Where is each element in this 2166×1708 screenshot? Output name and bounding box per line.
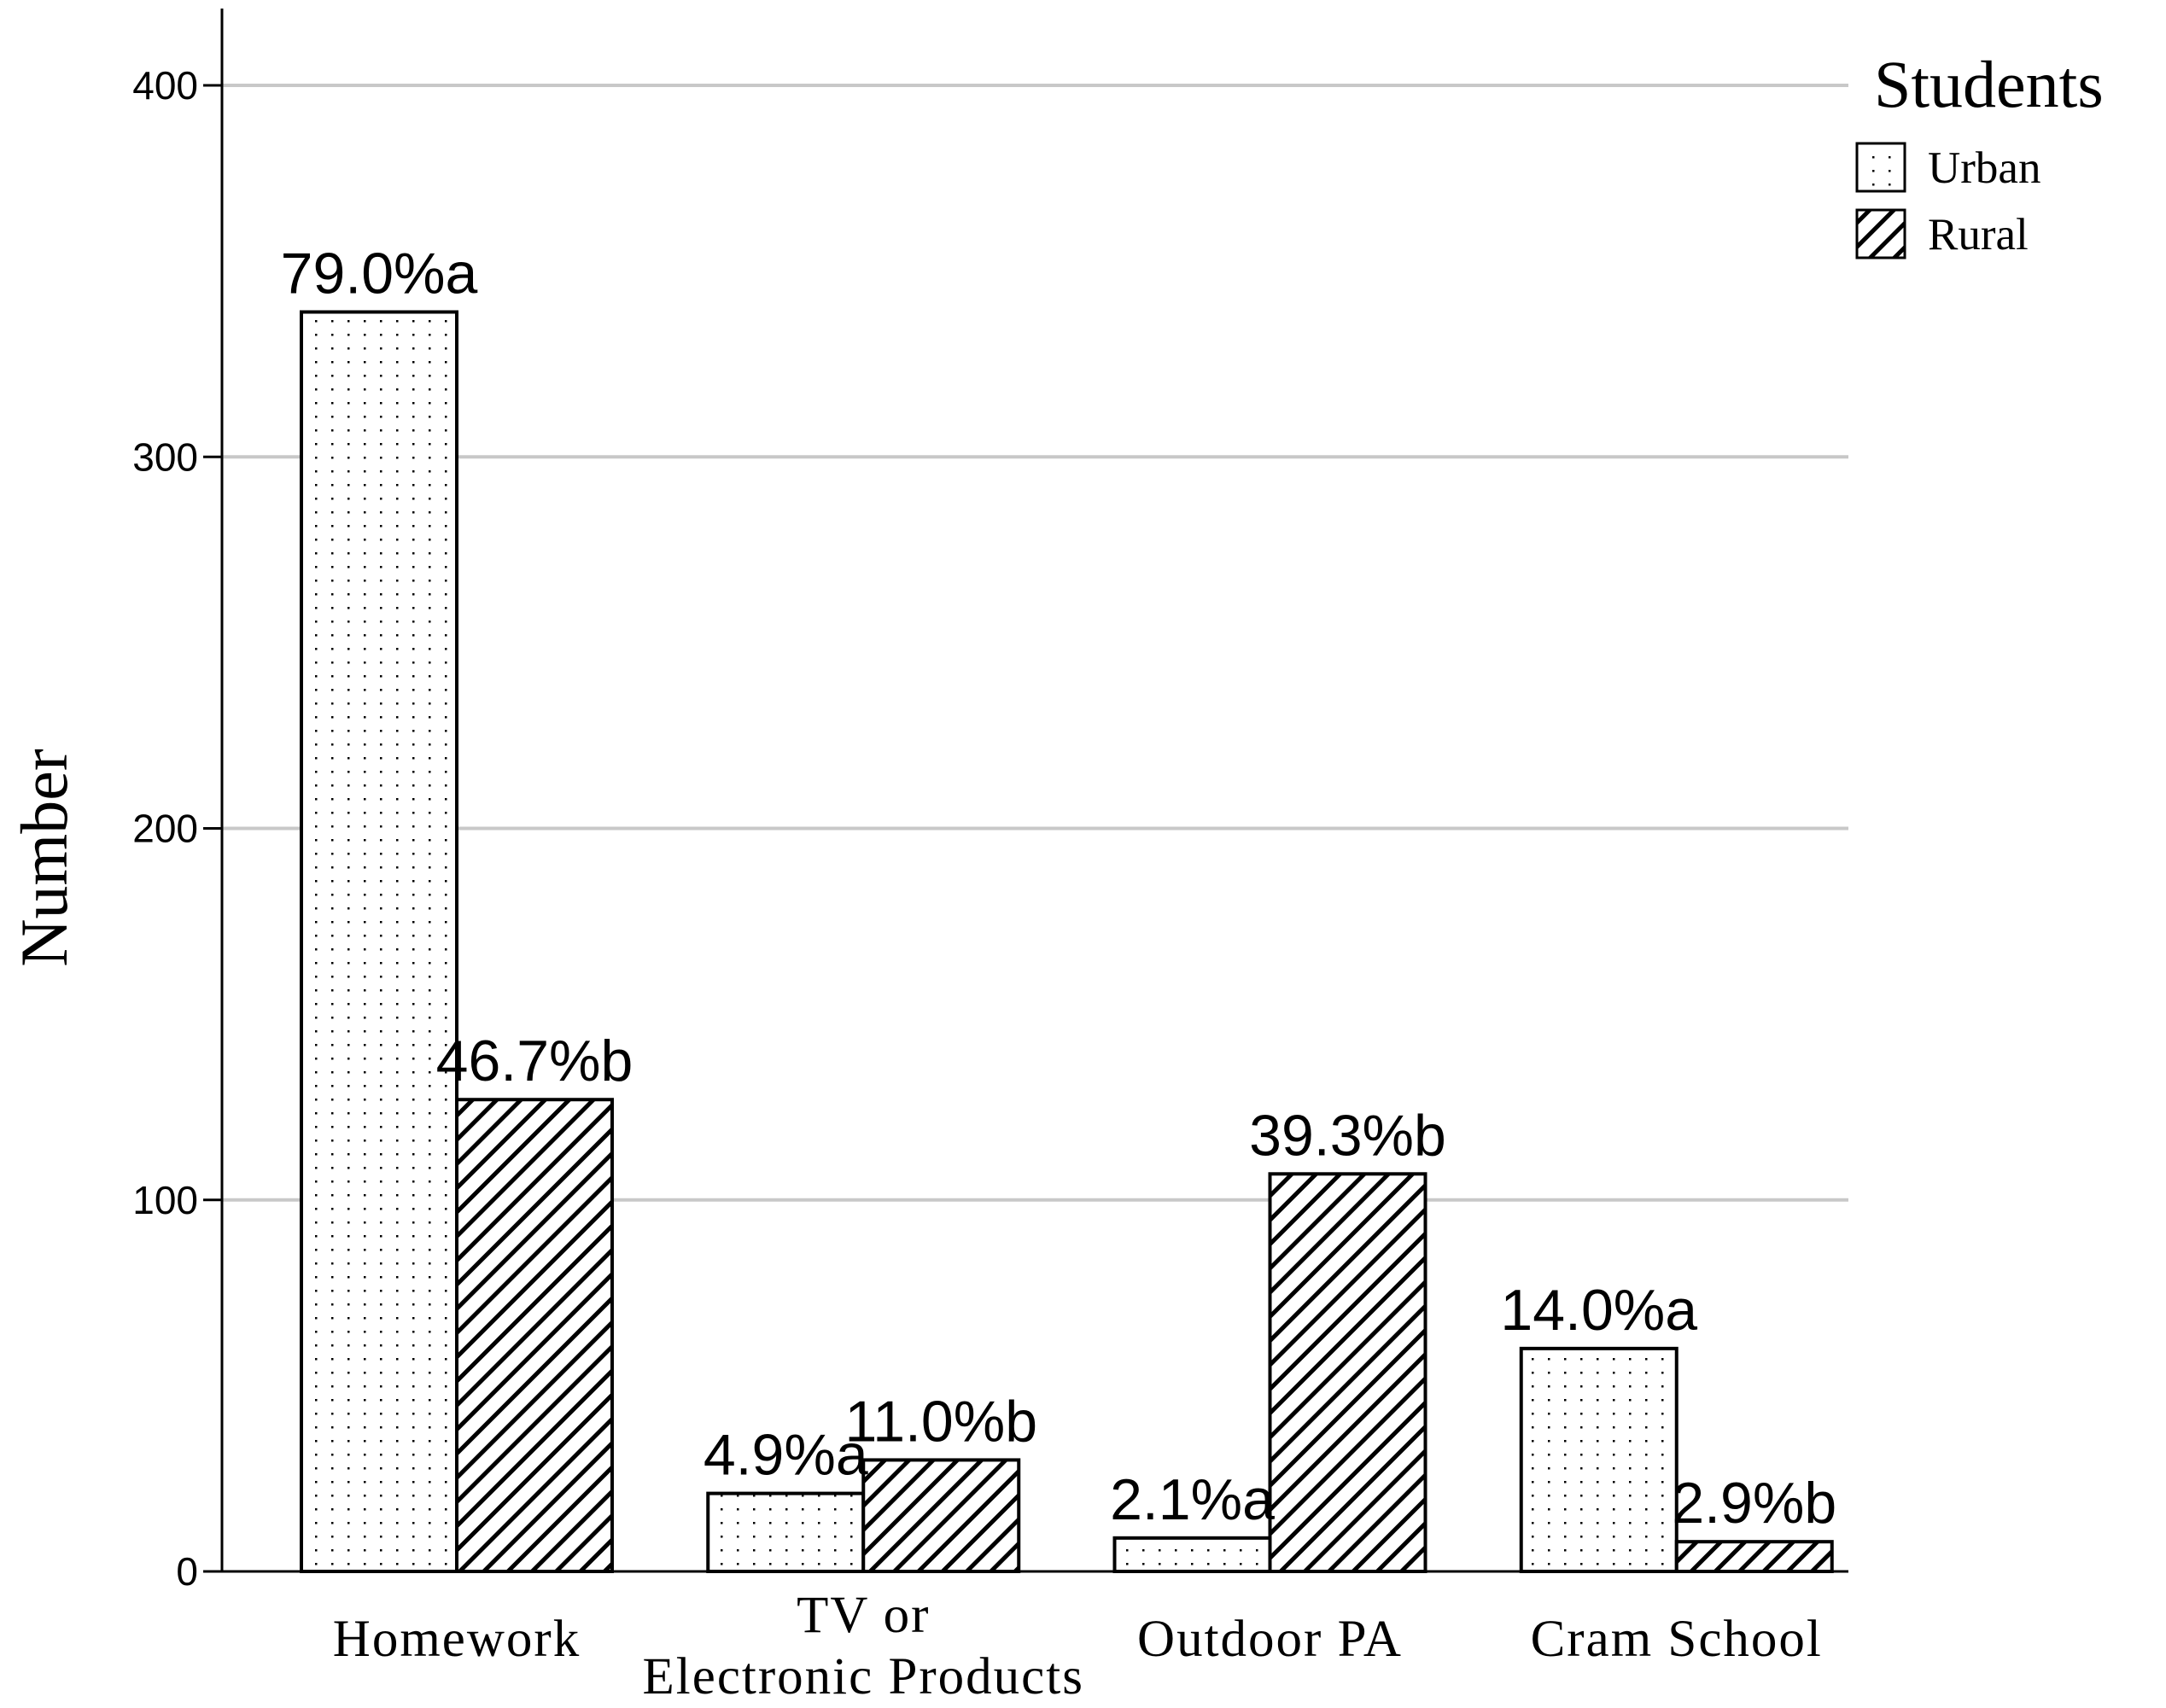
bar-rural <box>861 1458 1021 1574</box>
bar-rural <box>1268 1172 1427 1573</box>
legend-swatch-urban <box>1855 142 1906 193</box>
y-tick-label: 300 <box>132 434 198 479</box>
x-tick-label-line: TV or <box>797 1587 930 1644</box>
data-label: 11.0%b <box>844 1389 1037 1454</box>
x-tick-label: Cram School <box>1531 1611 1823 1668</box>
data-label: 14.0%a <box>1500 1278 1697 1343</box>
data-label: 79.0%a <box>281 242 478 306</box>
legend-swatch-rural <box>1855 208 1906 259</box>
y-tick-label: 400 <box>132 63 198 108</box>
bar-urban <box>1112 1536 1272 1574</box>
legend-label-rural: Rural <box>1928 210 2029 259</box>
legend-title: Students <box>1874 47 2104 121</box>
bar-urban <box>300 310 458 1574</box>
bar-rural <box>455 1098 614 1574</box>
bar-urban <box>1519 1346 1679 1573</box>
y-axis-title: Number <box>7 749 81 967</box>
x-tick-label: TV or Electronic Products <box>643 1587 1084 1705</box>
legend: Students Urban Rural <box>1855 47 2104 259</box>
data-label: 46.7%b <box>436 1029 633 1093</box>
y-tick-label: 100 <box>132 1178 198 1222</box>
bar-rural <box>1674 1540 1834 1574</box>
data-label: 39.3%b <box>1249 1103 1446 1168</box>
data-label: 2.1%a <box>1110 1467 1275 1532</box>
data-label: 2.9%b <box>1672 1471 1836 1536</box>
labels: 0 100 200 300 400 79.0%a 4.9%a 2.1%a 14.0%a 46.7%… <box>132 63 1836 1705</box>
x-tick-label: Outdoor PA <box>1137 1611 1403 1668</box>
legend-label-urban: Urban <box>1928 143 2040 193</box>
data-label: 4.9%a <box>704 1423 868 1488</box>
y-tick-label: 200 <box>132 807 198 851</box>
x-tick-label: Homework <box>333 1611 581 1668</box>
bar-urban <box>706 1491 866 1574</box>
x-tick-label-line: Electronic Products <box>643 1648 1084 1705</box>
y-tick-label: 0 <box>176 1549 198 1594</box>
gridlines <box>222 84 1848 1202</box>
bars <box>300 310 1834 1574</box>
